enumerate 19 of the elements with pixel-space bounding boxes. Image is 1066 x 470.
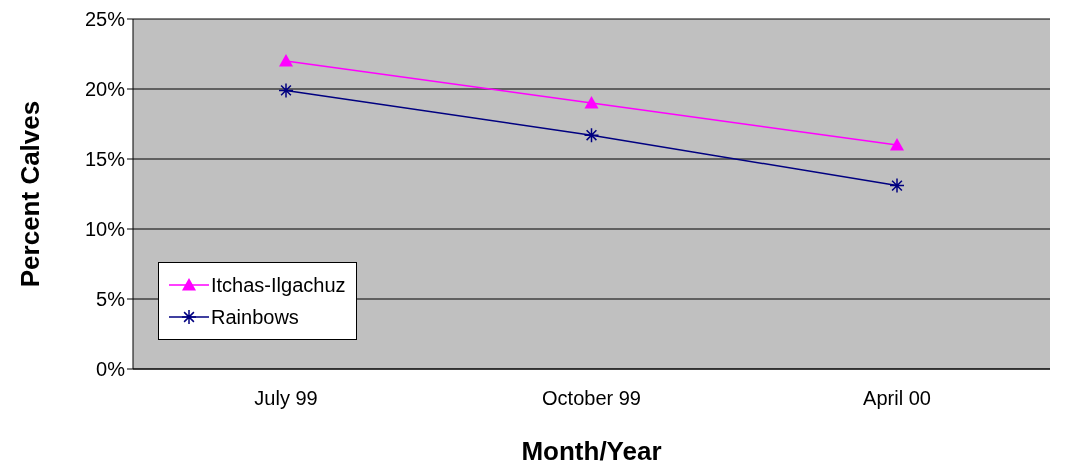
y-tick-label: 20% — [84, 78, 126, 101]
x-tick-label: October 99 — [542, 387, 641, 410]
y-tick-label: 0% — [96, 358, 126, 381]
y-axis-title: Percent Calves — [15, 100, 46, 288]
y-tick-label: 15% — [84, 148, 126, 171]
x-axis-title: Month/Year — [521, 436, 662, 466]
y-tick-label: 5% — [96, 288, 126, 311]
legend-label: Itchas-Ilgachuz — [211, 273, 346, 297]
point — [278, 82, 294, 99]
x-tick-label: April 00 — [863, 387, 931, 410]
point — [584, 96, 599, 109]
y-tick-label: 10% — [84, 218, 126, 241]
x-tick-label: July 99 — [254, 387, 318, 410]
point — [890, 138, 904, 151]
y-tick-label: 25% — [84, 8, 126, 31]
point — [583, 127, 600, 143]
point — [889, 177, 905, 194]
point — [279, 54, 293, 67]
legend-label: Rainbows — [211, 305, 299, 329]
